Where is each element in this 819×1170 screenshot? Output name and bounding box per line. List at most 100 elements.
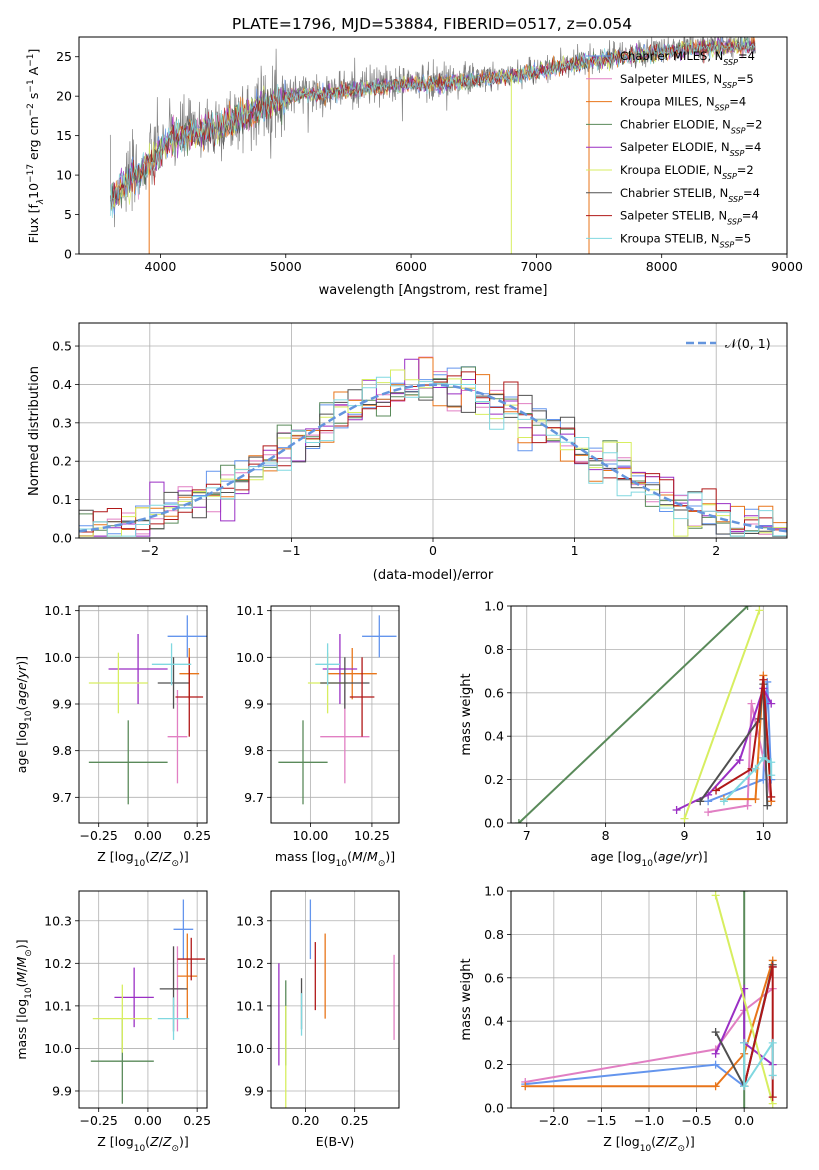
x-tick-label: 10 [755, 828, 771, 843]
label-part: SSP [727, 217, 742, 226]
mass-weight-marker [751, 764, 760, 773]
y-axis-label: mass weight [459, 673, 474, 755]
mass-weight-marker [680, 814, 689, 823]
y-tick-label: 0.0 [484, 1101, 504, 1116]
label-part: Chabrier MILES, N [620, 49, 723, 63]
label-part: A [26, 66, 41, 79]
axes-frame [78, 605, 208, 824]
mass-weight-marker [704, 808, 713, 817]
label-part: M [352, 849, 363, 864]
x-tick-label: 7000 [520, 259, 552, 274]
y-tick-label: 10.0 [236, 650, 264, 665]
label-part: 10 [640, 1144, 652, 1154]
y-tick-label: 10.1 [236, 603, 264, 618]
label-part: Chabrier STELIB, N [620, 186, 728, 200]
x-axis-label: Z [log10(Z/Z⊙)] [97, 849, 189, 869]
y-tick-label: 10.2 [44, 956, 72, 971]
label-part: age [14, 682, 29, 706]
y-tick-label: 10.1 [44, 603, 72, 618]
x-tick-label: −2.0 [539, 1113, 569, 1128]
y-tick-label: 10.0 [44, 1041, 72, 1056]
label-part: −17 [26, 164, 36, 183]
label-part: ( [145, 849, 150, 864]
label-part: 10 [24, 987, 34, 999]
label-part: 10 [134, 859, 146, 869]
legend-label-normal: 𝒩(0, 1) [725, 336, 771, 351]
x-tick-label: −1.0 [634, 1113, 664, 1128]
label-part: M [14, 972, 29, 983]
y-tick-label: 9.9 [52, 1083, 72, 1098]
mass-weight-marker [767, 699, 776, 708]
mass-weight-marker [768, 1071, 777, 1080]
y-tick-label: 0.2 [484, 1057, 504, 1072]
y-tick-label: 10.2 [236, 956, 264, 971]
x-axis-label: mass [log10(M/M⊙)] [275, 849, 395, 869]
x-tick-label: −1.5 [586, 1113, 616, 1128]
x-axis-label: Z [log10(Z/Z⊙)] [97, 1134, 189, 1154]
x-tick-label: 8 [602, 828, 610, 843]
plot-area [278, 899, 395, 1108]
label-part: ( [651, 1134, 656, 1149]
label-part: Salpeter STELIB, N [620, 209, 727, 223]
legend-label-1: Chabrier MILES, NSSP=4 [620, 49, 755, 67]
x-tick-label: 9000 [771, 259, 803, 274]
y-tick-label: 10.3 [236, 913, 264, 928]
mass-weight-line-3 [525, 960, 774, 1088]
model-spectrum-line-9 [109, 37, 756, 219]
y-tick-label: 0.1 [52, 492, 72, 507]
mass-weight-marker [740, 891, 749, 895]
y-tick-label: 10.1 [236, 998, 264, 1013]
mass-weight-marker [759, 753, 768, 762]
y-tick-label: 0.2 [52, 454, 72, 469]
legend-label-4: Chabrier ELODIE, NSSP=2 [620, 117, 762, 135]
y-tick-label: 0.4 [484, 1014, 504, 1029]
label-part: 10 [134, 1144, 146, 1154]
label-part: 10 [26, 183, 41, 199]
x-tick-label: −0.25 [80, 1113, 118, 1128]
x-tick-label: −2 [141, 543, 159, 558]
mass-weight-marker [743, 801, 752, 810]
mass-weight-marker [514, 819, 523, 823]
y-tick-label: 15 [56, 128, 72, 143]
axes-frame [270, 605, 400, 824]
y-tick-label: 10.0 [236, 1041, 264, 1056]
axes-frame [510, 605, 788, 824]
x-tick-label: 0.25 [183, 828, 211, 843]
y-tick-label: 20 [56, 89, 72, 104]
x-tick-label: −1 [282, 543, 300, 558]
label-part: )] [385, 849, 395, 864]
label-part: ( [14, 706, 29, 711]
label-part: Salpeter ELODIE, N [620, 140, 730, 154]
mass-weight-line-6 [683, 609, 761, 820]
axes-frame [510, 890, 788, 1109]
plot-area [278, 615, 397, 805]
y-tick-label: 10.3 [44, 913, 72, 928]
x-tick-label: 0.00 [134, 828, 162, 843]
axes-frame [78, 890, 208, 1109]
x-axis-label: (data-model)/error [373, 568, 494, 583]
label-part: SSP [720, 240, 735, 249]
label-part: λ [36, 199, 46, 205]
y-tick-label: 0.6 [484, 685, 504, 700]
plot-area [109, 37, 756, 254]
residual-histogram-step-7 [79, 379, 787, 537]
y-tick-label: 1.0 [484, 599, 504, 614]
plot-area [90, 899, 206, 1104]
label-part: =4 [744, 140, 761, 154]
x-axis-label: wavelength [Angstrom, rest frame] [319, 283, 548, 298]
y-tick-label: 0.4 [52, 377, 72, 392]
label-part: ⊙ [24, 949, 34, 957]
age-vs-metallicity-panel: −0.25 0.00 0.259.79.89.910.010.1Z [log10(Z… [14, 603, 211, 869]
y-tick-label: 9.9 [52, 697, 72, 712]
mass-weight-marker [747, 699, 756, 708]
x-tick-label: 2 [712, 543, 720, 558]
mass-weight-marker [711, 891, 720, 900]
label-part: Z [log [97, 849, 133, 864]
label-part: M [14, 956, 29, 967]
label-part: / [681, 849, 686, 864]
figure-title: PLATE=1796, MJD=53884, FIBERID=0517, z=0… [232, 15, 632, 33]
mass-weight-marker [767, 771, 776, 780]
x-tick-label: 5000 [270, 259, 302, 274]
